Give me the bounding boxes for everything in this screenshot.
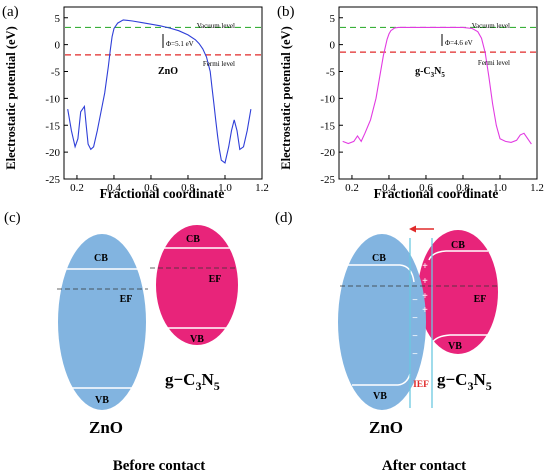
x-tick-label: 1.2 [530,182,544,194]
panel-b-fermi-label: Fermi level [478,59,510,67]
panel-a-frame [63,6,263,180]
panel-a-material-label: ZnO [158,66,178,77]
x-tick-label: 0.6 [144,182,158,194]
x-tick-label: 1.0 [218,182,232,194]
gcn-vb-label-after: VB [448,341,462,352]
gcn-vb-edge-bent [431,334,490,344]
panel-b-vacuum-label: Vacuum level [472,22,510,30]
y-tick-label: -20 [45,147,60,159]
panel-a-fermi-label: Fermi level [203,60,235,68]
minus-sign: − [412,313,418,324]
ief-label: IEF [413,380,429,390]
x-tick-label: 0.4 [107,182,121,194]
y-tick-label: 0 [330,40,336,52]
plus-sign: + [422,291,428,302]
negative-charges: − − − − [412,295,418,360]
minus-sign: − [412,295,418,306]
zno-band-ellipse [58,234,146,410]
caption-after-contact: After contact [382,458,466,474]
panel-b-phi-label: Φ=4.6 eV [445,39,473,47]
panel-a-label: (a) [2,4,19,20]
x-tick-label: 0.8 [181,182,195,194]
y-tick-label: -25 [320,174,335,186]
plus-sign: + [422,261,428,272]
panel-b-label: (b) [277,4,295,20]
y-tick-label: -25 [45,174,60,186]
x-tick-label: 0.8 [456,182,470,194]
plus-sign: + [422,305,428,316]
y-tick-label: -10 [320,93,335,105]
panel-a-phi-label: Φ=5.1 eV [166,40,194,48]
panel-a-ticks: -25 -20 -15 -10 -5 0 5 0.2 0.4 0.6 0.8 1.0 1.2 [45,13,269,194]
zno-ef-label: EF [120,294,133,305]
gcn-material-label: g−C3N5 [165,370,220,393]
panel-d-label: (d) [275,210,293,226]
y-tick-label: -20 [320,147,335,159]
positive-charges: + + + + [422,261,428,316]
zno-cb-label: CB [94,253,108,264]
zno-vb-label-after: VB [373,391,387,402]
gcn-cb-edge-bent [428,250,488,261]
caption-before-contact: Before contact [113,458,206,474]
panel-b-series-line [342,26,532,145]
panel-c-label: (c) [4,210,21,226]
y-tick-label: -5 [326,67,336,79]
panel-b-material-label: g-C3N5 [415,66,445,79]
panel-b-ylabel: Electrostatic potential (eV) [279,26,293,169]
panel-a-xlabel: Fractional coordinate [100,186,225,201]
y-tick-label: -10 [45,93,60,105]
zno-vb-edge-bent [352,373,411,386]
y-tick-label: -5 [51,67,61,79]
gcn-ef-label-after: EF [474,294,487,305]
gcn-vb-label: VB [190,334,204,345]
panel-a-series-line [67,19,252,164]
x-tick-label: 0.4 [382,182,396,194]
y-tick-label: 5 [55,13,61,25]
y-tick-label: 5 [330,13,336,25]
gcn-material-label-after: g−C3N5 [437,370,492,393]
x-tick-label: 0.2 [345,182,359,194]
plus-sign: + [422,276,428,287]
zno-vb-label: VB [95,395,109,406]
panel-b: (b) Electrostatic potential (eV) Fractio… [277,4,544,201]
zno-material-label: ZnO [89,418,123,437]
gcn-cb-label: CB [186,234,200,245]
gcn-cb-label-after: CB [451,240,465,251]
zno-cb-edge-bent [348,264,415,283]
y-tick-label: 0 [55,40,61,52]
gcn-ef-label: EF [209,274,222,285]
panel-b-xlabel: Fractional coordinate [374,186,499,201]
minus-sign: − [412,331,418,342]
x-tick-label: 1.2 [255,182,269,194]
panel-d: (d) CB VB CB EF VB IEF + + + + − − − − g… [275,210,500,474]
x-tick-label: 0.2 [70,182,84,194]
panel-a-ylabel: Electrostatic potential (eV) [4,26,18,169]
zno-material-label-after: ZnO [369,418,403,437]
minus-sign: − [412,349,418,360]
gcn-band-ellipse-after [418,230,498,354]
panel-a-vacuum-label: Vacuum level [197,22,235,30]
panel-c: (c) CB EF VB CB EF VB g−C3N5 ZnO Before … [4,210,238,474]
panel-b-ticks: -25 -20 -15 -10 -5 0 5 0.2 0.4 0.6 0.8 1.0 1.2 [320,13,544,194]
zno-band-ellipse-after [338,234,426,410]
y-tick-label: -15 [320,120,335,132]
zno-cb-label-after: CB [372,253,386,264]
ief-arrow-head [409,225,416,233]
x-tick-label: 0.6 [419,182,433,194]
x-tick-label: 1.0 [493,182,507,194]
gcn-band-ellipse [156,225,238,345]
panel-b-frame [338,6,538,180]
panel-a: (a) Electrostatic potential (eV) Fractio… [2,4,269,201]
y-tick-label: -15 [45,120,60,132]
